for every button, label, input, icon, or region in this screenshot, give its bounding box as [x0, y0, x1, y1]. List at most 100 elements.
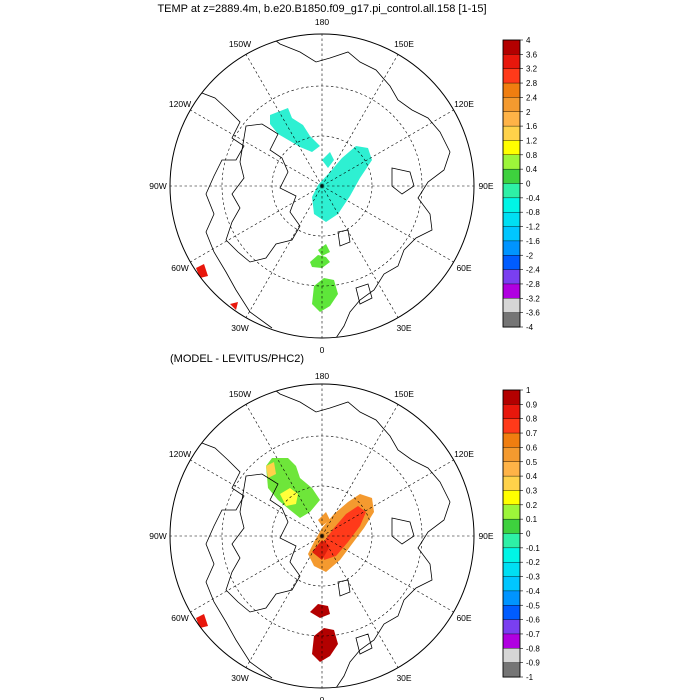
longitude-label: 90W: [149, 531, 166, 541]
colorbar: 1 0.9 0.8 0.7 0.6 0.5 0.4 0.3 0.2 0.1 0 -0.1 -0.2 -0.…: [502, 386, 540, 682]
graticule: [170, 384, 474, 688]
fram-strait-patch-upper: [310, 255, 330, 268]
longitude-label: 90E: [478, 531, 493, 541]
eurasian-basin-patch-hot: [312, 540, 330, 560]
colorbar-label: -1: [526, 673, 534, 682]
colorbar-swatch: [502, 255, 521, 271]
colorbar-label: -0.6: [526, 616, 540, 625]
longitude-label: 60E: [456, 263, 471, 273]
colorbar-label: 0.1: [526, 515, 538, 524]
colorbar-swatch: [502, 111, 521, 127]
colorbar: 4 3.6 3.2 2.8 2.4 2 1.6 1.2 0.8 0.4 0 -0.4 -0.8 -1.2 -…: [502, 36, 540, 332]
colorbar-label: -1.2: [526, 223, 540, 232]
colorbar-swatch: [502, 418, 521, 434]
graticule-spoke: [190, 109, 323, 187]
data-layer: [196, 458, 374, 662]
colorbar-swatch: [502, 211, 521, 228]
colorbar-label: 3.2: [526, 65, 538, 74]
canada-basin-patch: [266, 458, 320, 518]
colorbar-label: 0.9: [526, 400, 538, 409]
graticule-spoke: [245, 54, 323, 187]
colorbar-swatch: [502, 125, 521, 141]
colorbar-label: -2: [526, 251, 534, 260]
chart-title: TEMP at z=2889.4m, b.e20.B1850.f09_g17.p…: [157, 3, 486, 15]
colorbar-label: -1.6: [526, 237, 540, 246]
nordic-seas-edge: [196, 614, 208, 628]
colorbar-label: -3.2: [526, 294, 540, 303]
eurasian-basin-patch-small: [322, 152, 334, 168]
colorbar-swatch: [502, 226, 521, 242]
graticule-spoke: [321, 535, 454, 613]
colorbar-swatch: [502, 140, 521, 156]
colorbar-label: -0.8: [526, 644, 540, 653]
colorbar-label: 2.4: [526, 93, 538, 102]
chart-title: (MODEL - LEVITUS/PHC2): [170, 353, 304, 365]
graticule-spoke: [245, 535, 323, 668]
colorbar-label: -0.5: [526, 601, 540, 610]
fram-strait-patch-upper: [310, 604, 330, 618]
colorbar-label: -0.7: [526, 630, 540, 639]
colorbar-swatch: [502, 154, 521, 170]
colorbar-swatch: [502, 490, 521, 506]
colorbar-swatch: [502, 619, 521, 635]
longitude-label: 60W: [171, 263, 188, 273]
colorbar-label: -0.8: [526, 208, 540, 217]
longitude-label: 60E: [456, 613, 471, 623]
longitude-label: 120W: [169, 99, 191, 109]
colorbar-swatch: [502, 475, 521, 491]
colorbar-swatch: [502, 518, 521, 535]
colorbar-swatch: [502, 240, 521, 256]
colorbar-swatch: [502, 54, 521, 70]
colorbar-swatch: [502, 197, 521, 213]
nordic-seas-edge: [196, 264, 208, 278]
colorbar-swatch: [502, 447, 521, 463]
graticule-spoke: [321, 109, 454, 187]
graticule-spoke: [321, 54, 399, 187]
colorbar-swatch: [502, 389, 521, 405]
colorbar-swatch: [502, 590, 521, 606]
colorbar-swatch: [502, 576, 521, 592]
colorbar-label: 0.4: [526, 472, 538, 481]
colorbar-swatch: [502, 533, 521, 549]
graticule-spoke: [321, 185, 399, 318]
colorbar-swatch: [502, 183, 521, 199]
colorbar-swatch: [502, 283, 521, 299]
colorbar-label: 0.3: [526, 486, 538, 495]
canada-basin-patch-edge: [266, 462, 276, 478]
longitude-label: 90E: [478, 181, 493, 191]
colorbar-swatch: [502, 39, 521, 55]
graticule-spoke: [321, 404, 399, 537]
colorbar-swatch: [502, 547, 521, 563]
colorbar-swatch: [502, 168, 521, 184]
longitude-label: 150W: [229, 389, 251, 399]
fram-strait-patch-lower: [312, 628, 338, 662]
colorbar-swatch: [502, 68, 521, 84]
map-panel-difference: (MODEL - LEVITUS/PHC2) 180: [149, 353, 540, 700]
map-boundary: [169, 383, 475, 689]
canada-basin-patch: [270, 108, 320, 152]
colorbar-label: 0.8: [526, 415, 538, 424]
colorbar-swatch: [502, 662, 521, 678]
longitude-label: 180: [315, 17, 329, 27]
colorbar-label: -0.3: [526, 573, 540, 582]
graticule: [170, 34, 474, 338]
colorbar-label: -2.4: [526, 266, 540, 275]
colorbar-label: 4: [526, 36, 531, 45]
colorbar-label: 0: [526, 180, 531, 189]
colorbar-swatch: [502, 648, 521, 664]
longitude-label: 150W: [229, 39, 251, 49]
graticule-spoke: [321, 185, 454, 263]
colorbar-label: -4: [526, 323, 534, 332]
graticule-spoke: [190, 459, 323, 537]
longitude-label: 30W: [231, 323, 248, 333]
colorbar-label: 3.6: [526, 50, 538, 59]
longitude-label: 120E: [454, 99, 474, 109]
colorbar-swatch: [502, 298, 521, 314]
colorbar-label: -3.6: [526, 309, 540, 318]
colorbar-swatch: [502, 312, 521, 328]
longitude-label: 90W: [149, 181, 166, 191]
longitude-label: 120E: [454, 449, 474, 459]
colorbar-label: 2: [526, 108, 531, 117]
colorbar-label: -0.9: [526, 659, 540, 668]
